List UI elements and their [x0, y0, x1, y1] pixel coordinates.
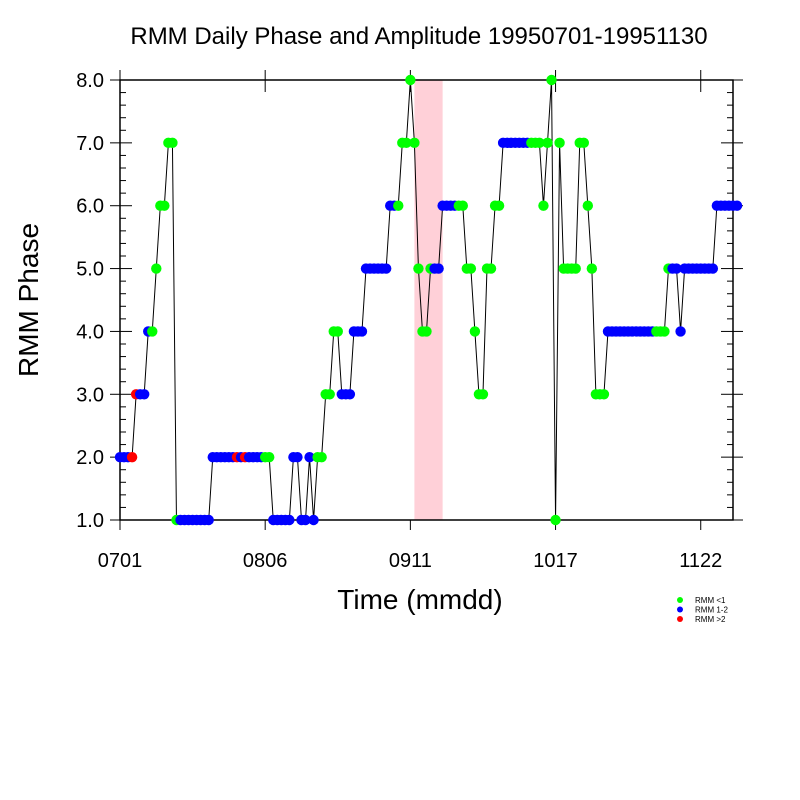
y-tick-label: 6.0 — [76, 196, 104, 218]
data-point — [433, 263, 444, 274]
data-point — [151, 263, 162, 274]
y-tick-label: 7.0 — [76, 133, 104, 155]
data-point — [582, 200, 594, 211]
x-tick-label: 0701 — [98, 550, 143, 572]
legend-marker — [677, 606, 683, 613]
legend-label: RMM <1 — [695, 596, 726, 605]
data-point — [598, 389, 610, 400]
data-point — [671, 263, 682, 274]
data-point — [401, 137, 412, 149]
y-tick-label: 5.0 — [76, 259, 104, 281]
data-point — [292, 451, 303, 463]
data-point — [675, 326, 686, 337]
data-point — [659, 326, 670, 337]
legend-label: RMM >2 — [695, 615, 726, 624]
data-point — [485, 263, 497, 274]
data-point — [344, 389, 356, 400]
y-tick-label: 3.0 — [76, 384, 104, 406]
data-point — [324, 389, 335, 400]
data-point — [707, 263, 719, 274]
data-point — [308, 514, 319, 526]
legend-label: RMM 1-2 — [695, 606, 728, 615]
data-point — [550, 514, 561, 526]
data-point — [284, 514, 295, 526]
data-point — [534, 137, 545, 149]
data-point — [332, 326, 343, 337]
data-point — [542, 137, 553, 149]
plot-frame — [119, 79, 734, 521]
data-point — [421, 326, 432, 337]
data-point — [159, 200, 170, 211]
x-tick-label: 0806 — [243, 550, 288, 572]
y-tick-label: 8.0 — [76, 70, 104, 92]
data-point — [413, 263, 424, 274]
y-tick-label: 1.0 — [76, 510, 104, 532]
data-point — [469, 326, 481, 337]
y-axis-title: RMM Phase — [13, 223, 44, 377]
data-point — [570, 263, 581, 274]
x-tick-label: 1017 — [533, 550, 578, 572]
data-point — [465, 263, 477, 274]
data-point — [264, 451, 275, 463]
data-point — [578, 137, 589, 149]
legend-marker — [677, 616, 683, 622]
axis-ticks — [110, 70, 743, 530]
data-point — [731, 200, 743, 211]
x-tick-label: 0911 — [389, 550, 432, 572]
data-point — [409, 137, 420, 149]
data-point — [546, 74, 557, 86]
data-point — [393, 200, 404, 211]
data-point — [126, 451, 138, 463]
y-tick-label: 4.0 — [76, 321, 104, 343]
data-point — [586, 263, 598, 274]
data-point — [167, 137, 178, 149]
chart-title: RMM Daily Phase and Amplitude 19950701-1… — [130, 23, 707, 50]
x-tick-labels: 0701 0806 0911 1017 1122 — [98, 550, 722, 572]
data-point — [203, 514, 214, 526]
data-point — [304, 451, 315, 463]
data-points — [114, 74, 743, 526]
data-point — [554, 137, 565, 149]
x-axis-title: Time (mmdd) — [337, 584, 502, 615]
data-point — [457, 200, 468, 211]
data-point — [477, 389, 489, 400]
data-point — [316, 451, 327, 463]
data-point — [147, 326, 158, 337]
data-point — [405, 74, 416, 86]
data-point — [356, 326, 368, 337]
data-point — [493, 200, 505, 211]
y-tick-label: 2.0 — [76, 447, 104, 469]
y-tick-labels: 1.0 2.0 3.0 4.0 5.0 6.0 7.0 8.0 — [76, 70, 104, 532]
legend-marker — [677, 597, 683, 603]
data-point — [300, 514, 311, 526]
data-point — [538, 200, 549, 211]
x-tick-label: 1122 — [679, 550, 722, 572]
data-point — [380, 263, 392, 274]
data-point — [138, 389, 150, 400]
